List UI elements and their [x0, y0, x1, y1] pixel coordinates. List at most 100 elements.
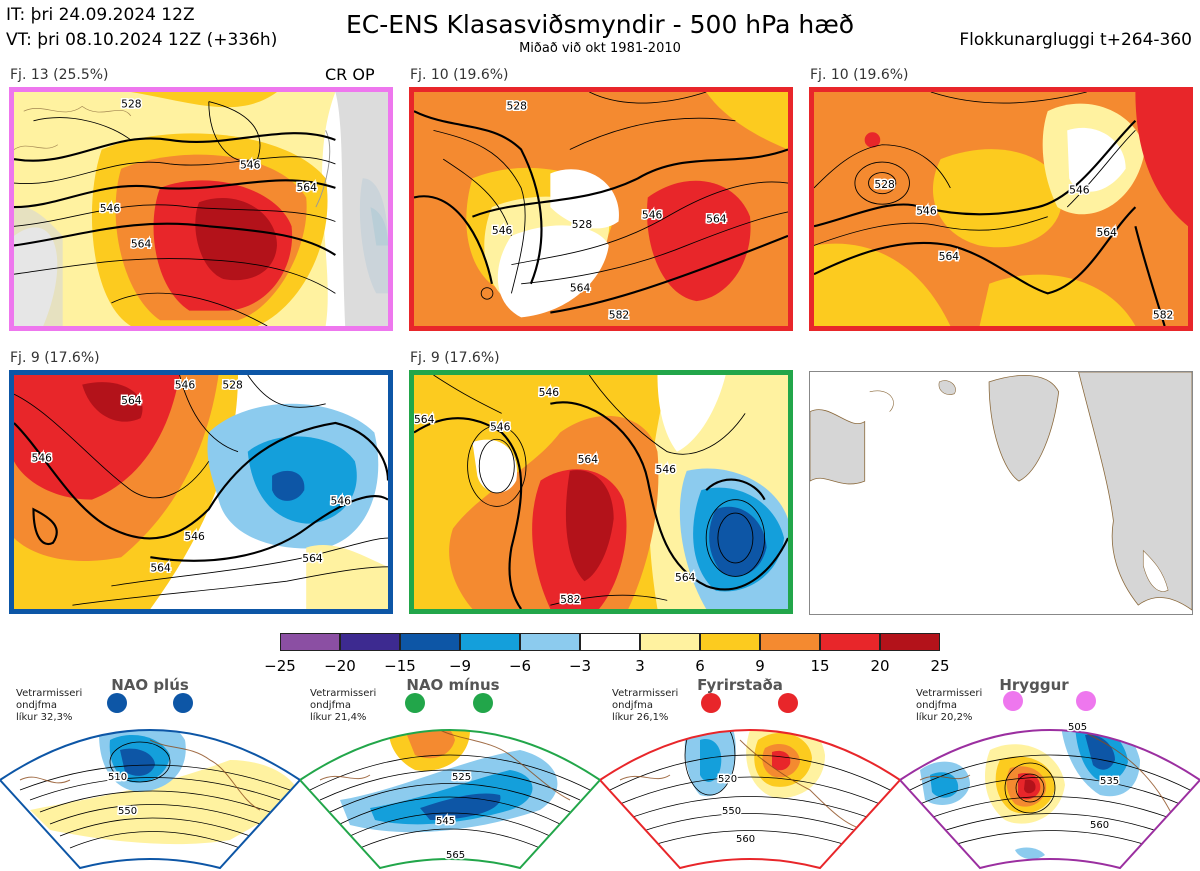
cluster-4-field: 546 546 564 528 546 546 564 564 — [14, 375, 388, 609]
contour-label: 564 — [150, 562, 171, 575]
colorbar-swatch — [460, 633, 520, 651]
colorbar-tick: 15 — [810, 657, 830, 675]
contour-label: 564 — [939, 250, 960, 263]
regime-text-line: líkur 26,1% — [612, 712, 669, 723]
regime-text-line: Vetrarmisseri — [310, 688, 377, 699]
regime-text-line: ondjfma — [916, 700, 957, 711]
regime-text-line: líkur 21,4% — [310, 712, 367, 723]
contour-label: 546 — [916, 205, 937, 218]
colorbar-tick: −20 — [324, 657, 356, 675]
contour-label: 546 — [331, 495, 352, 508]
regime-contour-label: 560 — [1090, 820, 1109, 831]
contour-label: 546 — [240, 159, 261, 172]
colorbar-swatch — [400, 633, 460, 651]
contour-label: 546 — [1069, 184, 1090, 197]
colorbar-tick: 9 — [755, 657, 765, 675]
contour-label: 564 — [1096, 226, 1117, 239]
regime-text-line: Vetrarmisseri — [916, 688, 983, 699]
init-time: IT: þri 24.09.2024 12Z — [6, 5, 195, 25]
cluster-2-field: 528 546 528 546 564 564 582 — [414, 92, 788, 326]
colorbar-tick: 3 — [635, 657, 645, 675]
colorbar-tick: −9 — [448, 657, 472, 675]
valid-time: VT: þri 08.10.2024 12Z (+336h) — [6, 30, 278, 50]
contour-label: 564 — [414, 413, 435, 426]
cluster-5-field: 546 564 546 564 546 564 582 — [414, 375, 788, 609]
cluster-4-map[interactable]: 546 546 564 528 546 546 564 564 — [9, 370, 393, 614]
regime-text-line: Vetrarmisseri — [16, 688, 83, 699]
contour-label: 582 — [1153, 308, 1173, 321]
regime-3-name: Fyrirstaða — [697, 676, 783, 694]
regime-3-text: Vetrarmisseri ondjfma líkur 26,1% — [612, 688, 678, 724]
contour-label: 528 — [222, 379, 243, 392]
cluster-2-label: Fj. 10 (19.6%) — [410, 67, 509, 83]
contour-label: 546 — [492, 224, 513, 237]
regime-4-name: Hryggur — [999, 676, 1069, 694]
contour-label: 564 — [131, 237, 152, 250]
cluster-1-field: 528 546 564 546 564 — [14, 92, 388, 326]
colorbar-swatch — [340, 633, 400, 651]
regime-4-marker-dot — [1003, 691, 1023, 711]
contour-label: 546 — [539, 386, 560, 399]
contour-label: 582 — [560, 593, 580, 606]
regime-4-text: Vetrarmisseri ondjfma líkur 20,2% — [916, 688, 982, 724]
contour-label: 528 — [874, 178, 895, 191]
colorbar-swatch — [880, 633, 940, 651]
regime-contour-label: 535 — [1100, 776, 1119, 787]
regime-3-marker-dot — [701, 693, 721, 713]
base-map — [809, 371, 1193, 615]
contour-label: 528 — [121, 97, 142, 110]
regime-3-map: 520 550 560 — [600, 729, 900, 870]
contour-label: 564 — [302, 552, 323, 565]
contour-label: 546 — [642, 209, 663, 222]
colorbar-swatch — [280, 633, 340, 651]
regime-3-marker-dot — [778, 693, 798, 713]
contour-label: 564 — [570, 282, 591, 295]
cluster-4-label: Fj. 9 (17.6%) — [10, 350, 100, 366]
colorbar-tick: 6 — [695, 657, 705, 675]
cluster-5-map[interactable]: 546 564 546 564 546 564 582 — [409, 370, 793, 614]
colorbar-swatch — [820, 633, 880, 651]
regime-text-line: líkur 20,2% — [916, 712, 973, 723]
regime-1-text: Vetrarmisseri ondjfma líkur 32,3% — [16, 688, 82, 724]
page-title: EC-ENS Klasasviðsmyndir - 500 hPa hæð — [345, 10, 855, 39]
regime-text-line: ondjfma — [16, 700, 57, 711]
regime-2-name: NAO mínus — [406, 676, 500, 694]
regime-4-marker-dot — [1076, 691, 1096, 711]
cluster-1-map[interactable]: 528 546 564 546 564 — [9, 87, 393, 331]
cluster-3-map[interactable]: 528 546 546 564 564 582 — [809, 87, 1193, 331]
regime-contour-label: 550 — [722, 806, 741, 817]
colorbar-tick: 20 — [870, 657, 890, 675]
contour-label: 546 — [656, 463, 677, 476]
contour-label: 546 — [100, 202, 121, 215]
cluster-2-map[interactable]: 528 546 528 546 564 564 582 — [409, 87, 793, 331]
regime-1-name: NAO plús — [111, 676, 189, 694]
regime-text-line: ondjfma — [612, 700, 653, 711]
contour-label: 564 — [121, 394, 142, 407]
regime-4-map: 505 535 560 — [900, 721, 1200, 870]
base-map-land — [810, 372, 1192, 611]
contour-label: 564 — [706, 213, 727, 226]
regime-text-line: Vetrarmisseri — [612, 688, 679, 699]
regime-contour-label: 560 — [736, 834, 755, 845]
cluster-1-label: Fj. 13 (25.5%) — [10, 67, 109, 83]
cluster-3-label: Fj. 10 (19.6%) — [810, 67, 909, 83]
regime-2-marker-dot — [473, 693, 493, 713]
regime-text-line: líkur 32,3% — [16, 712, 73, 723]
regime-2-text: Vetrarmisseri ondjfma líkur 21,4% — [310, 688, 376, 724]
colorbar-swatch — [760, 633, 820, 651]
regime-1-marker-dot — [107, 693, 127, 713]
colorbar-swatch — [520, 633, 580, 651]
contour-label: 528 — [572, 218, 593, 231]
regime-contour-label: 525 — [452, 772, 471, 783]
colorbar-tick: −15 — [384, 657, 416, 675]
regime-text-line: ondjfma — [310, 700, 351, 711]
regime-contour-label: 545 — [436, 816, 455, 827]
colorbar-swatch — [580, 633, 640, 651]
cluster-1-tag: CR OP — [325, 65, 375, 84]
regime-contour-label: 565 — [446, 850, 465, 861]
colorbar-tick: −3 — [568, 657, 592, 675]
colorbar-tick: −6 — [508, 657, 532, 675]
contour-label: 582 — [609, 308, 629, 321]
colorbar-swatch — [700, 633, 760, 651]
contour-label: 546 — [175, 379, 196, 392]
